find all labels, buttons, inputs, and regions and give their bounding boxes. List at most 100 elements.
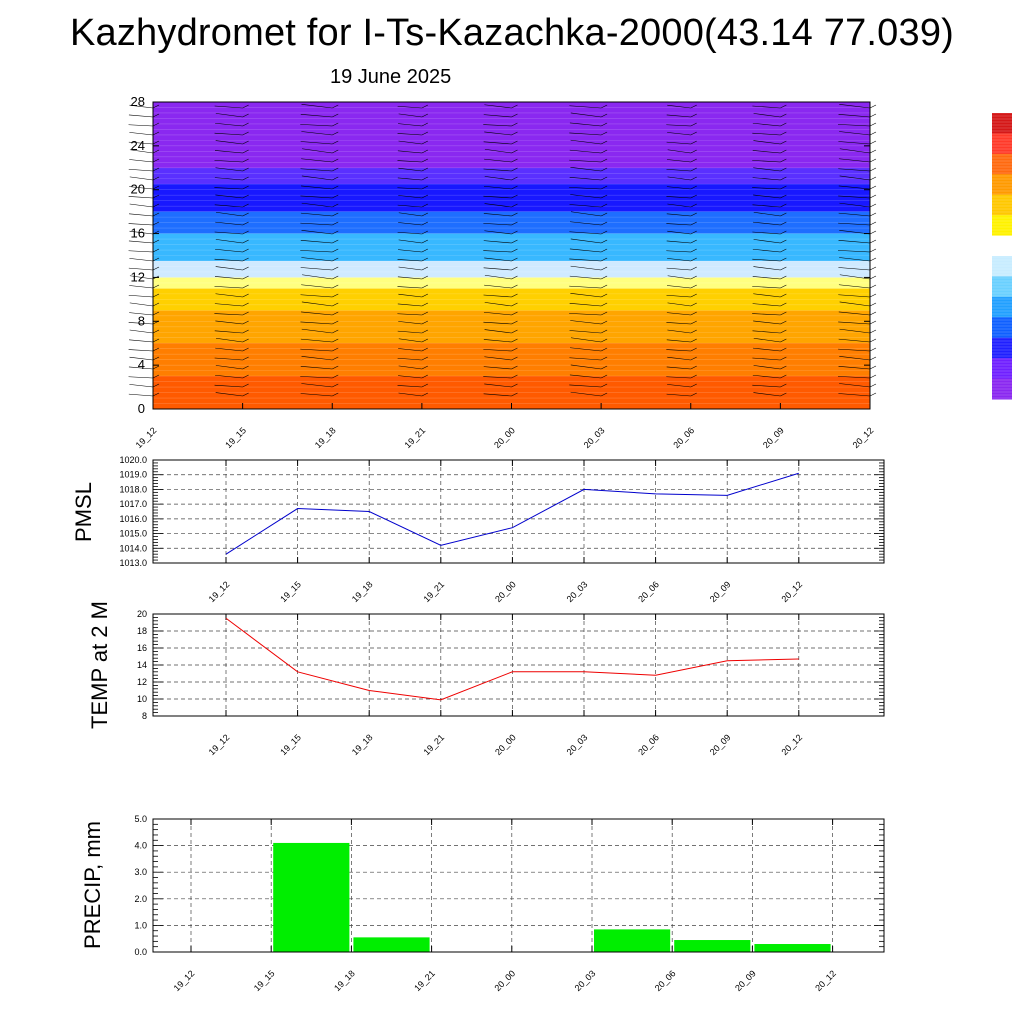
wind-barb-tick xyxy=(421,131,428,136)
wind-barb xyxy=(301,175,333,181)
wind-barb-tick xyxy=(601,167,608,172)
wind-barb xyxy=(214,160,243,163)
wind-barb-tick xyxy=(421,338,428,343)
wind-barb-tick xyxy=(421,239,428,244)
wind-barb-tick xyxy=(780,104,787,109)
wind-barb xyxy=(398,348,422,352)
y-tick-label: 1016.0 xyxy=(119,514,147,524)
wind-barb xyxy=(838,321,871,325)
wind-barb-tick xyxy=(780,149,787,154)
wind-barb xyxy=(215,293,243,298)
wind-barb xyxy=(128,240,154,244)
wind-barb-tick xyxy=(332,374,339,379)
wind-barb xyxy=(398,293,422,298)
x-tick-label: 19_12 xyxy=(207,579,232,604)
wind-barb xyxy=(128,267,154,271)
wind-barb xyxy=(215,365,243,370)
wind-barb-tick xyxy=(511,149,518,154)
wind-barb-tick xyxy=(511,311,518,316)
wind-barb-tick xyxy=(152,149,160,154)
wind-barb-tick xyxy=(869,230,877,235)
wind-barb-tick xyxy=(601,257,608,262)
wind-barb xyxy=(570,139,602,145)
wind-barb xyxy=(397,160,422,163)
wind-barb-tick xyxy=(332,320,339,325)
wind-barb xyxy=(569,105,602,109)
wind-barb xyxy=(128,294,154,298)
wind-barb xyxy=(838,366,871,370)
wind-barb-tick xyxy=(242,257,249,262)
x-tick-label: 20_06 xyxy=(653,968,678,993)
wind-barb-tick xyxy=(690,329,697,334)
wind-barb xyxy=(753,365,781,370)
wind-barb xyxy=(569,357,602,361)
wind-barb-tick xyxy=(601,131,608,136)
wind-barb-tick xyxy=(242,383,249,388)
wind-barb xyxy=(753,320,781,325)
wind-barb-tick xyxy=(242,365,249,370)
wind-barb-tick xyxy=(421,275,428,280)
wind-barb-tick xyxy=(511,221,518,226)
y-tick-label: 1014.0 xyxy=(119,543,147,553)
wind-barb xyxy=(215,113,243,118)
wind-barb xyxy=(215,337,243,343)
wind-barb xyxy=(301,284,333,289)
wind-barb xyxy=(300,338,333,343)
wind-barb-tick xyxy=(421,257,428,262)
wind-barb-tick xyxy=(690,167,697,172)
y-tick-label: 1.0 xyxy=(134,920,147,930)
wind-barb-tick xyxy=(869,248,877,253)
wind-barb xyxy=(484,329,512,334)
wind-barb-tick xyxy=(332,293,339,298)
wind-barb xyxy=(753,211,781,217)
wind-barb-tick xyxy=(152,374,160,379)
wind-barb xyxy=(129,302,154,307)
wind-barb-tick xyxy=(869,365,877,370)
wind-barb xyxy=(397,330,422,334)
wind-barb xyxy=(129,339,154,343)
wind-barb xyxy=(300,376,333,379)
page-title: Kazhydromet for I-Ts-Kazachka-2000(43.14… xyxy=(69,12,955,54)
wind-barb-tick xyxy=(421,356,428,361)
wind-barb xyxy=(839,202,871,208)
wind-barb-tick xyxy=(780,338,787,343)
wind-barb-tick xyxy=(511,284,518,289)
wind-barb-tick xyxy=(780,392,787,397)
wind-barb xyxy=(570,221,602,226)
wind-barb-tick xyxy=(601,284,608,289)
wind-barb xyxy=(570,167,602,172)
wind-barb-tick xyxy=(332,140,339,145)
y-tick-label: 3.0 xyxy=(134,867,147,877)
wind-barb-tick xyxy=(869,122,877,127)
wind-barb xyxy=(569,231,602,235)
wind-barb xyxy=(484,383,512,388)
wind-barb xyxy=(838,222,871,226)
wind-barb xyxy=(667,104,691,109)
wind-barb xyxy=(666,376,691,379)
wind-barb-tick xyxy=(601,230,608,235)
y-tick-label: 20 xyxy=(137,609,147,619)
wind-barb-tick xyxy=(332,338,339,343)
wind-barb xyxy=(570,265,602,271)
x-tick-label: 19_21 xyxy=(412,968,437,993)
wind-barb-tick xyxy=(421,194,428,199)
wind-barb-tick xyxy=(152,392,160,397)
wind-barb-tick xyxy=(152,311,160,316)
wind-barb xyxy=(128,114,154,118)
wind-barb xyxy=(752,357,781,361)
x-tick-label: 19_18 xyxy=(350,732,375,757)
wind-barb xyxy=(128,168,154,172)
wind-barb-tick xyxy=(332,347,339,352)
y-tick-label: 8 xyxy=(138,313,145,328)
wind-barb-tick xyxy=(511,140,518,145)
wind-barb-tick xyxy=(869,149,877,154)
precip-bar xyxy=(273,842,350,952)
wind-barb xyxy=(397,123,422,127)
wind-barb-tick xyxy=(152,104,160,109)
wind-barb xyxy=(839,356,871,361)
wind-barb-tick xyxy=(511,338,518,343)
wind-barb-tick xyxy=(421,365,428,370)
wind-barb xyxy=(214,204,243,208)
colorbar-segment xyxy=(992,194,1012,216)
wind-barb-tick xyxy=(690,104,697,109)
